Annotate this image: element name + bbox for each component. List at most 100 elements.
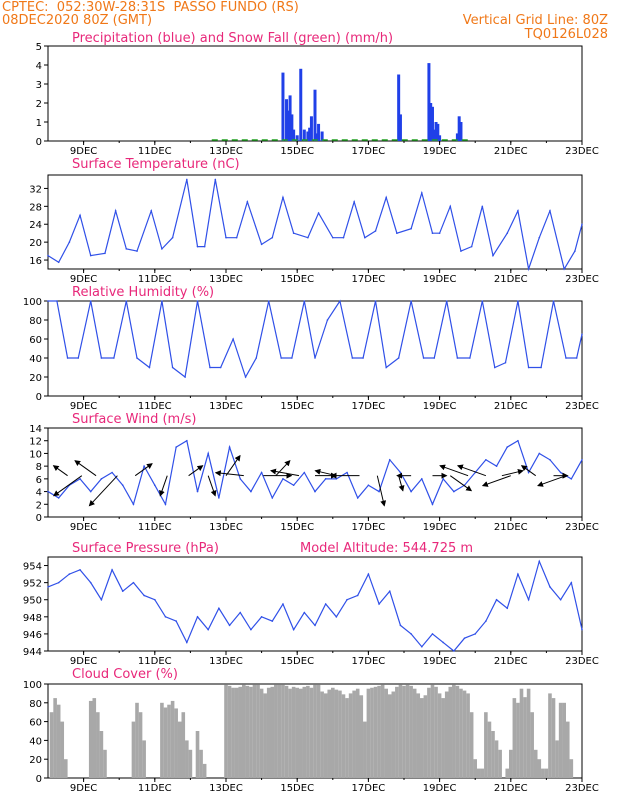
- cloud-bar: [516, 702, 520, 778]
- data-point: [148, 366, 151, 369]
- x-tick-label: 15DEC: [280, 146, 314, 157]
- precip-bar: [429, 103, 433, 141]
- cloud-bar: [160, 702, 164, 778]
- header-code: TQ0126L028: [524, 27, 608, 42]
- cloud-bar: [277, 684, 282, 778]
- data-point: [431, 633, 434, 635]
- data-point: [385, 196, 388, 199]
- data-point: [324, 478, 327, 480]
- precip-bar: [320, 131, 324, 141]
- panel-title: Surface Temperature (nC): [72, 157, 240, 172]
- precip-bar: [455, 133, 459, 141]
- precip-bar: [427, 63, 431, 141]
- data-point: [527, 366, 530, 369]
- data-point: [356, 497, 359, 499]
- data-point: [171, 236, 174, 239]
- data-point: [506, 607, 509, 610]
- x-tick-label: 23DEC: [565, 656, 599, 667]
- cloud-bar: [92, 698, 97, 778]
- cloud-bar: [541, 768, 545, 778]
- data-point: [121, 484, 124, 487]
- data-point: [77, 357, 80, 359]
- data-point: [559, 598, 562, 601]
- x-tick-label: 19DEC: [423, 401, 457, 412]
- panel-1: [44, 174, 583, 273]
- y-tick-label: 28: [29, 202, 42, 213]
- cloud-bar: [348, 693, 353, 778]
- precip-bar: [317, 123, 321, 141]
- cloud-bar: [195, 731, 200, 778]
- cloud-bar: [188, 749, 193, 778]
- precip-bar: [436, 123, 440, 141]
- data-point: [154, 484, 156, 487]
- cloud-bar: [452, 684, 456, 778]
- cloud-bar: [274, 684, 278, 778]
- header-run-time: 08DEC2020 80Z (GMT): [2, 13, 153, 28]
- wind-arrow: [74, 460, 97, 477]
- data-point: [303, 471, 306, 474]
- precip-bar: [398, 114, 402, 141]
- data-point: [114, 210, 117, 212]
- cloud-bar: [487, 721, 492, 778]
- cloud-bar: [395, 686, 399, 778]
- data-point: [351, 357, 354, 359]
- data-point: [282, 196, 284, 199]
- data-point: [364, 236, 366, 239]
- precip-bar: [434, 122, 438, 141]
- cloud-bar: [298, 688, 303, 778]
- data-point: [175, 446, 177, 448]
- cloud-bar: [185, 740, 189, 778]
- y-tick-label: 20: [29, 755, 42, 766]
- cloud-bar: [530, 712, 534, 778]
- cloud-bar: [494, 740, 499, 778]
- data-point: [260, 243, 263, 246]
- cloud-bar: [135, 702, 139, 778]
- data-point: [303, 300, 306, 302]
- precip-bar: [292, 129, 296, 141]
- data-point: [410, 633, 412, 635]
- y-tick-label: 2: [36, 500, 42, 511]
- data-point: [292, 484, 295, 487]
- data-point: [540, 366, 542, 369]
- data-point: [218, 497, 220, 499]
- y-tick-label: 952: [23, 579, 42, 590]
- y-tick-label: 40: [29, 354, 42, 365]
- cloud-bar: [526, 688, 531, 778]
- wind-arrow: [501, 468, 524, 477]
- cloud-bar: [234, 687, 239, 778]
- cloud-bar: [491, 731, 495, 778]
- data-point: [367, 573, 370, 575]
- x-tick-label: 9DEC: [70, 401, 97, 412]
- data-point: [207, 628, 209, 631]
- x-tick-label: 21DEC: [494, 656, 528, 667]
- data-point: [495, 598, 498, 601]
- wind-arrow: [88, 475, 118, 507]
- precip-bar: [295, 135, 299, 141]
- x-tick-label: 17DEC: [352, 783, 386, 794]
- y-tick-label: 954: [23, 562, 42, 573]
- cloud-bar: [138, 712, 143, 778]
- precip-bar: [459, 122, 463, 141]
- data-point: [104, 252, 106, 255]
- cloud-bar: [60, 721, 65, 778]
- cloud-bar: [420, 698, 424, 778]
- cloud-bar: [252, 684, 257, 778]
- cloud-bar: [370, 687, 374, 778]
- y-tick-label: 0: [36, 392, 42, 403]
- cloud-bar: [519, 688, 524, 778]
- cloud-bar: [327, 689, 332, 778]
- cloud-bar: [391, 691, 396, 778]
- data-point: [250, 628, 252, 631]
- cloud-bar: [505, 768, 510, 778]
- y-tick-label: 4: [36, 61, 42, 72]
- data-point: [552, 300, 555, 302]
- y-tick-label: 60: [29, 335, 42, 346]
- panel-frame: [47, 556, 583, 652]
- cloud-bar: [270, 686, 275, 778]
- x-tick-label: 23DEC: [565, 146, 599, 157]
- data-point: [481, 300, 484, 302]
- y-tick-label: 24: [29, 220, 42, 231]
- cloud-bar: [266, 687, 271, 778]
- data-point: [481, 205, 484, 208]
- cloud-bar: [345, 698, 349, 778]
